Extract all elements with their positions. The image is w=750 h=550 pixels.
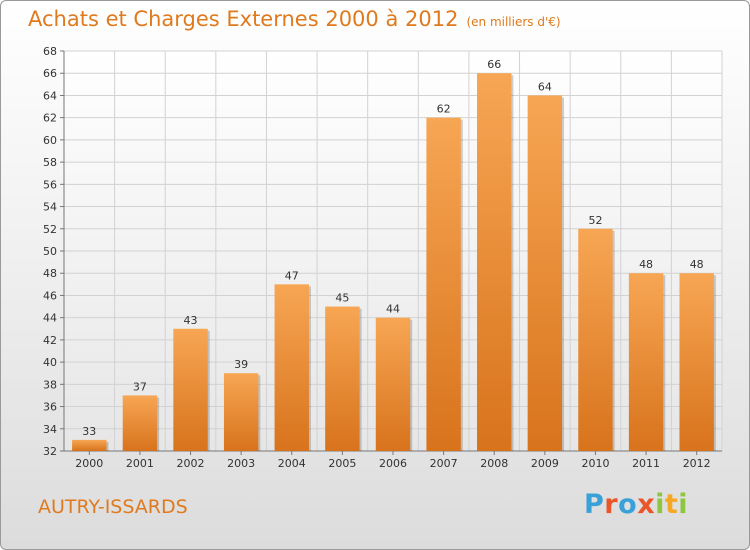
bar xyxy=(375,317,411,451)
bar-value-label: 52 xyxy=(588,214,602,227)
bars xyxy=(72,73,716,452)
x-tick-label: 2007 xyxy=(430,457,458,470)
logo-letter: i xyxy=(678,489,689,520)
bar xyxy=(477,73,512,451)
logo-letter: x xyxy=(637,489,656,520)
x-tick-label: 2008 xyxy=(480,457,508,470)
y-tick-label: 54 xyxy=(43,201,57,214)
logo-letter: r xyxy=(604,489,619,520)
x-tick-label: 2000 xyxy=(75,457,103,470)
bar xyxy=(578,228,613,451)
y-tick-label: 34 xyxy=(43,423,57,436)
y-tick-label: 46 xyxy=(43,289,57,302)
x-tick-label: 2001 xyxy=(126,457,154,470)
chart-title: Achats et Charges Externes 2000 à 2012 (e… xyxy=(28,7,561,31)
bar xyxy=(72,439,107,451)
chart-title-text: Achats et Charges Externes 2000 à 2012 xyxy=(28,7,459,31)
chart-unit: (en milliers d'€) xyxy=(466,15,561,29)
bar-value-label: 64 xyxy=(538,80,552,93)
x-tick-label: 2003 xyxy=(227,457,255,470)
x-tick-label: 2005 xyxy=(328,457,356,470)
bar xyxy=(679,273,714,451)
y-tick-label: 50 xyxy=(43,245,57,258)
y-tick-label: 58 xyxy=(43,156,57,169)
bar-value-label: 45 xyxy=(335,292,349,305)
bar xyxy=(274,284,309,451)
y-tick-label: 38 xyxy=(43,378,57,391)
x-tick-label: 2012 xyxy=(683,457,711,470)
bar xyxy=(122,395,158,451)
y-tick-label: 40 xyxy=(43,356,57,369)
x-tick-label: 2009 xyxy=(531,457,559,470)
y-tick-label: 66 xyxy=(43,67,57,80)
logo-letter: P xyxy=(584,489,605,520)
bar-value-label: 48 xyxy=(639,258,653,271)
bar-value-label: 43 xyxy=(184,314,198,327)
commune-name: AUTRY-ISSARDS xyxy=(38,496,188,518)
bar xyxy=(223,373,259,451)
y-tick-label: 44 xyxy=(43,312,57,325)
axes: 32 34 36 38 40 42 44 46 48 50 52 54 56 58 60 62 64 66 68 20… xyxy=(43,45,722,470)
logo-letter: t xyxy=(664,489,679,520)
y-tick-label: 48 xyxy=(43,267,57,280)
bar xyxy=(173,328,208,451)
logo-letter: i xyxy=(655,489,665,520)
x-tick-label: 2010 xyxy=(581,457,609,470)
y-tick-label: 68 xyxy=(43,45,57,58)
y-tick-label: 42 xyxy=(43,334,57,347)
x-tick-label: 2002 xyxy=(177,457,205,470)
x-tick-label: 2011 xyxy=(632,457,660,470)
bar xyxy=(628,273,664,451)
y-tick-label: 36 xyxy=(43,401,57,414)
bar xyxy=(527,95,563,451)
y-tick-label: 64 xyxy=(43,89,57,102)
proxiti-logo: Proxiti xyxy=(584,489,688,520)
y-tick-label: 62 xyxy=(43,112,57,125)
logo-letter: o xyxy=(618,489,638,520)
bar-value-label: 47 xyxy=(285,269,299,282)
y-tick-label: 60 xyxy=(43,134,57,147)
bar-value-label: 33 xyxy=(82,425,96,438)
x-tick-label: 2006 xyxy=(379,457,407,470)
bar-value-label: 39 xyxy=(234,358,248,371)
bar-value-label: 44 xyxy=(386,303,400,316)
y-tick-label: 56 xyxy=(43,178,57,191)
bar-value-label: 66 xyxy=(487,58,501,71)
bar-value-label: 62 xyxy=(437,103,451,116)
bar xyxy=(426,117,461,452)
bar xyxy=(325,306,360,451)
bar-value-labels: 33 37 43 39 47 45 44 62 66 64 52 48 48 xyxy=(82,58,703,438)
y-tick-label: 52 xyxy=(43,223,57,236)
y-tick-label: 32 xyxy=(43,445,57,458)
bar-value-label: 37 xyxy=(133,380,147,393)
x-tick-label: 2004 xyxy=(278,457,306,470)
bar-value-label: 48 xyxy=(690,258,704,271)
